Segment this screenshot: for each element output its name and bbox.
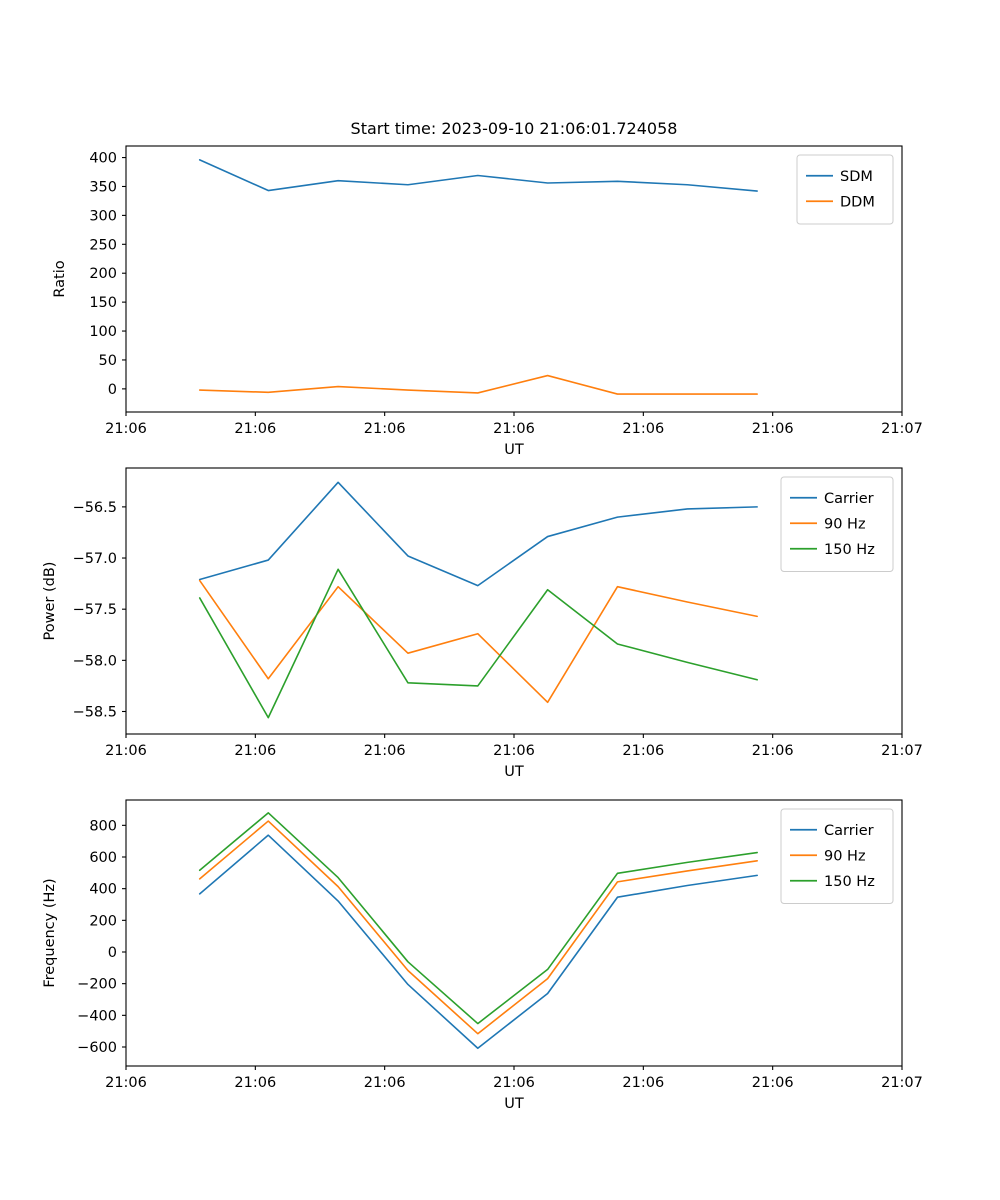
x-tick-label: 21:06 xyxy=(493,1075,535,1091)
x-tick-label: 21:07 xyxy=(881,1075,923,1091)
plot-frame xyxy=(125,145,903,413)
subplot-3: 21:06 21:06 21:06 21:06 21:06 21:06 21:07 UT −60… xyxy=(42,799,923,1112)
x-tick-label: 21:06 xyxy=(752,421,794,437)
y-tick-label: −56.5 xyxy=(73,500,117,516)
y-axis-label: Frequency (Hz) xyxy=(42,878,58,987)
series-line-90-hz xyxy=(198,579,758,704)
legend-label-carrier: Carrier xyxy=(824,823,874,839)
legend-label-carrier: Carrier xyxy=(824,491,874,507)
y-tick-label: 600 xyxy=(89,850,117,866)
y-tick-label: 400 xyxy=(89,882,117,898)
x-tick-label: 21:06 xyxy=(364,743,406,759)
y-tick-label: 100 xyxy=(89,324,117,340)
series-line-carrier xyxy=(198,834,758,1050)
y-tick-label: −600 xyxy=(77,1040,117,1056)
legend-background xyxy=(796,154,894,225)
x-axis-label: UT xyxy=(504,1096,524,1112)
series-line-ddm xyxy=(198,374,758,395)
y-tick-label: 350 xyxy=(89,179,117,195)
x-tick-label: 21:07 xyxy=(881,421,923,437)
legend-label-ddm: DDM xyxy=(840,194,875,210)
x-tick-label: 21:06 xyxy=(493,743,535,759)
x-tick-label: 21:06 xyxy=(622,1075,664,1091)
x-tick-label: 21:06 xyxy=(364,421,406,437)
y-tick-label: −57.0 xyxy=(73,551,117,567)
figure-title: Start time: 2023-09-10 21:06:01.724058 xyxy=(351,119,678,138)
x-tick-label: 21:06 xyxy=(234,1075,276,1091)
series-line-150-hz xyxy=(198,568,758,719)
series-line-carrier xyxy=(198,481,758,587)
x-tick-label: 21:06 xyxy=(622,421,664,437)
series-line-150-hz xyxy=(198,812,758,1025)
legend-1: SDM DDM xyxy=(796,154,894,225)
y-tick-label: 200 xyxy=(89,266,117,282)
legend-label-150-hz: 150 Hz xyxy=(824,542,875,558)
y-tick-label: 150 xyxy=(89,295,117,311)
x-tick-label: 21:06 xyxy=(234,743,276,759)
legend-3: Carrier 90 Hz 150 Hz xyxy=(780,808,894,904)
x-tick-label: 21:06 xyxy=(105,1075,147,1091)
y-tick-label: −58.5 xyxy=(73,704,117,720)
x-tick-label: 21:06 xyxy=(234,421,276,437)
y-tick-label: 250 xyxy=(89,237,117,253)
y-tick-label: 0 xyxy=(108,945,117,961)
y-tick-label: 50 xyxy=(99,353,117,369)
y-tick-label: −200 xyxy=(77,977,117,993)
x-tick-label: 21:06 xyxy=(105,421,147,437)
legend-label-150-hz: 150 Hz xyxy=(824,874,875,890)
y-tick-label: 300 xyxy=(89,208,117,224)
x-tick-label: 21:06 xyxy=(493,421,535,437)
x-axis-label: UT xyxy=(504,442,524,458)
series-line-sdm xyxy=(198,159,758,192)
legend-label-90-hz: 90 Hz xyxy=(824,848,866,864)
series-line-90-hz xyxy=(198,820,758,1035)
y-tick-label: 400 xyxy=(89,151,117,167)
x-tick-label: 21:06 xyxy=(105,743,147,759)
y-axis-label: Power (dB) xyxy=(42,562,58,641)
legend-label-90-hz: 90 Hz xyxy=(824,516,866,532)
x-tick-label: 21:06 xyxy=(752,743,794,759)
y-tick-label: 200 xyxy=(89,913,117,929)
subplot-2: 21:06 21:06 21:06 21:06 21:06 21:06 21:07 UT −58… xyxy=(42,467,923,780)
x-axis-label: UT xyxy=(504,764,524,780)
legend-2: Carrier 90 Hz 150 Hz xyxy=(780,476,894,572)
y-tick-label: 800 xyxy=(89,818,117,834)
x-tick-label: 21:06 xyxy=(752,1075,794,1091)
y-tick-label: 0 xyxy=(108,382,117,398)
x-tick-label: 21:06 xyxy=(622,743,664,759)
x-tick-label: 21:07 xyxy=(881,743,923,759)
y-axis-label: Ratio xyxy=(52,260,68,297)
y-tick-label: −58.0 xyxy=(73,653,117,669)
y-tick-label: −57.5 xyxy=(73,602,117,618)
legend-label-sdm: SDM xyxy=(840,169,873,185)
subplot-1: 21:06 21:06 21:06 21:06 21:06 21:06 21:07 UT 0 50… xyxy=(52,145,923,458)
x-tick-label: 21:06 xyxy=(364,1075,406,1091)
y-tick-label: −400 xyxy=(77,1008,117,1024)
